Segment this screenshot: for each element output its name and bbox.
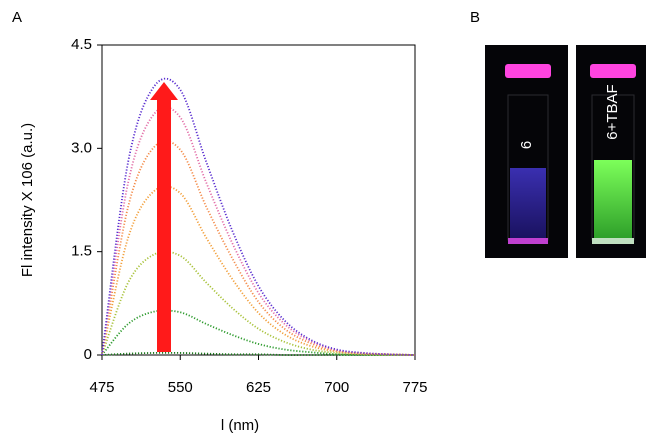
photo-label: 6: [518, 141, 535, 149]
plot-frame: [101, 44, 416, 356]
arrow-shaft: [157, 100, 171, 352]
cap: [590, 64, 636, 78]
x-tick-label: 625: [246, 379, 271, 396]
liquid: [510, 168, 546, 238]
x-tick-label: 550: [168, 379, 193, 396]
cap: [505, 64, 551, 78]
spectrum-line: [101, 140, 416, 356]
x-tick-label: 700: [324, 379, 349, 396]
spectrum-line: [101, 185, 416, 356]
arrow-head: [150, 82, 178, 100]
spectrum-line: [101, 77, 416, 356]
y-axis-label: Fl intensity X 106 (a.u.): [19, 123, 36, 277]
y-tick-label: 4.5: [71, 36, 92, 53]
base-glow: [508, 238, 548, 244]
photo-label: 6+TBAF: [604, 84, 621, 139]
spectrum-line: [101, 309, 415, 356]
arrow: [150, 82, 178, 352]
y-tick-label: 0: [84, 346, 92, 363]
y-tick-label: 1.5: [71, 243, 92, 260]
base-glow: [592, 238, 634, 244]
panel-label: A: [12, 9, 22, 26]
spectrum-line: [101, 250, 416, 356]
x-tick-label: 775: [402, 379, 427, 396]
x-tick-label: 475: [89, 379, 114, 396]
spectrum-line: [101, 351, 415, 356]
x-axis-label: l (nm): [221, 417, 259, 434]
spectrum-line: [101, 106, 416, 356]
liquid: [594, 160, 632, 238]
panel-label: B: [470, 9, 480, 26]
photo-panel: 6 6+TBAF: [485, 45, 646, 258]
y-tick-label: 3.0: [71, 139, 92, 156]
